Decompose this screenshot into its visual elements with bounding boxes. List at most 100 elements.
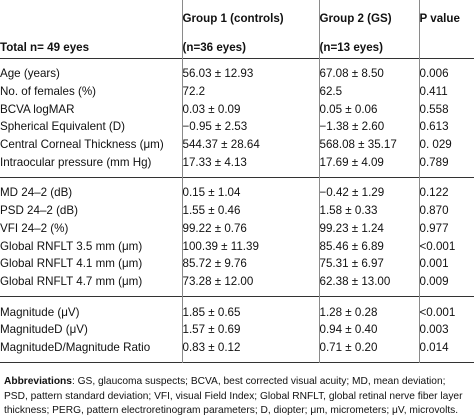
table-row: Global RNFLT 4.1 mm (μm) 85.72 ± 9.76 75.3… — [0, 254, 474, 273]
row-label: MagnitudeD (μV) — [0, 323, 88, 337]
table-row: MagnitudeD (μV) 1.57 ± 0.69 0.94 ± 0.40 0.0… — [0, 320, 474, 339]
p-value: 0. 029 — [418, 135, 474, 154]
header-group1-n: (n=36 eyes) — [181, 36, 319, 59]
p-value: 0.789 — [418, 153, 474, 172]
spacer-cell — [181, 296, 319, 304]
p-value: 0.001 — [418, 254, 474, 273]
group2-value: 568.08 ± 35.17 — [318, 135, 419, 154]
table-row: Central Corneal Thickness (μm) 544.37 ± 2… — [0, 135, 474, 154]
spacer-cell — [318, 296, 419, 304]
group1-value: 0.83 ± 0.12 — [181, 338, 319, 357]
group2-value: 75.31 ± 6.97 — [318, 254, 419, 273]
header-count-row: Total n= 49 eyes (n=36 eyes) (n=13 eyes) — [0, 36, 474, 59]
row-label: PSD 24–2 (dB) — [0, 204, 78, 218]
section-spacer — [0, 177, 474, 185]
group2-value: 0.05 ± 0.06 — [318, 100, 419, 119]
section-divider — [0, 356, 474, 363]
spacer-cell — [418, 290, 474, 297]
group2-value: 62.5 — [318, 82, 419, 101]
header-group1: Group 1 (controls) — [181, 0, 319, 36]
row-label: MagnitudeD/Magnitude Ratio — [0, 340, 151, 354]
table-row: Global RNFLT 4.7 mm (μm) 73.28 ± 12.00 62.… — [0, 272, 474, 291]
table-row: VFI 24–2 (%) 99.22 ± 0.76 99.23 ± 1.24 0.97… — [0, 219, 474, 238]
group1-value: −0.95 ± 2.53 — [181, 118, 319, 136]
spacer-cell — [318, 171, 419, 178]
row-label: BCVA logMAR — [0, 102, 75, 116]
table-row: Intraocular pressure (mm Hg) 17.33 ± 4.13… — [0, 153, 474, 172]
spacer-cell — [181, 58, 319, 65]
table-row: MD 24–2 (dB) 0.15 ± 1.04 −0.42 ± 1.29 0.122 — [0, 184, 474, 202]
table-row: PSD 24–2 (dB) 1.55 ± 0.46 1.58 ± 0.33 0.870 — [0, 201, 474, 220]
header-group2: Group 2 (GS) — [318, 0, 419, 36]
spacer-cell — [318, 356, 419, 363]
group2-value: 85.46 ± 6.89 — [318, 237, 419, 255]
spacer-cell — [318, 177, 419, 185]
group1-value: 17.33 ± 4.13 — [181, 153, 319, 172]
group2-value: 0.94 ± 0.40 — [318, 320, 419, 339]
group1-value: 56.03 ± 12.93 — [181, 65, 319, 83]
section-divider — [0, 290, 474, 297]
spacer-cell — [181, 171, 319, 178]
row-label: Global RNFLT 4.7 mm (μm) — [0, 274, 143, 288]
section-spacer — [0, 58, 474, 65]
row-label: MD 24–2 (dB) — [0, 186, 73, 200]
row-label: Global RNFLT 3.5 mm (μm) — [0, 239, 143, 253]
group1-value: 100.39 ± 11.39 — [181, 237, 319, 255]
header-total: Total n= 49 eyes — [0, 40, 90, 54]
table-row: Magnitude (μV) 1.85 ± 0.65 1.28 ± 0.28 <0.0… — [0, 303, 474, 321]
group2-value: 62.38 ± 13.00 — [318, 272, 419, 291]
p-value: <0.001 — [418, 237, 474, 255]
p-value: 0.014 — [418, 338, 474, 357]
row-label: No. of females (%) — [0, 85, 96, 99]
group1-value: 1.85 ± 0.65 — [181, 303, 319, 321]
group2-value: 67.08 ± 8.50 — [318, 65, 419, 83]
p-value: 0.003 — [418, 320, 474, 339]
data-table: Group 1 (controls) Group 2 (GS) P value … — [0, 0, 474, 363]
group1-value: 0.03 ± 0.09 — [181, 100, 319, 119]
group2-value: −0.42 ± 1.29 — [318, 184, 419, 202]
footnote-title: Abbreviations — [4, 376, 72, 387]
group2-value: 1.58 ± 0.33 — [318, 201, 419, 220]
table-body: Age (years) 56.03 ± 12.93 67.08 ± 8.50 0.00… — [0, 58, 474, 363]
group2-value: 99.23 ± 1.24 — [318, 219, 419, 238]
header-pvalue-empty — [418, 36, 474, 59]
group1-value: 1.57 ± 0.69 — [181, 320, 319, 339]
group1-value: 99.22 ± 0.76 — [181, 219, 319, 238]
row-label: Magnitude (μV) — [0, 305, 80, 319]
group2-value: 1.28 ± 0.28 — [318, 303, 419, 321]
p-value: 0.870 — [418, 201, 474, 220]
table-row: Spherical Equivalent (D) −0.95 ± 2.53 −1.3… — [0, 118, 474, 136]
group1-value: 72.2 — [181, 82, 319, 101]
group1-value: 0.15 ± 1.04 — [181, 184, 319, 202]
spacer-cell — [181, 356, 319, 363]
header-group2-n: (n=13 eyes) — [318, 36, 419, 59]
spacer-cell — [181, 290, 319, 297]
abbreviations-footnote: Abbreviations: GS, glaucoma suspects; BC… — [4, 375, 472, 419]
spacer-cell — [418, 177, 474, 185]
p-value: 0.613 — [418, 118, 474, 136]
group1-value: 544.37 ± 28.64 — [181, 135, 319, 154]
spacer-cell — [181, 177, 319, 185]
section-spacer — [0, 296, 474, 304]
table-row: MagnitudeD/Magnitude Ratio 0.83 ± 0.12 0.7… — [0, 338, 474, 357]
group1-value: 85.72 ± 9.76 — [181, 254, 319, 273]
group1-value: 1.55 ± 0.46 — [181, 201, 319, 220]
table-row: No. of females (%) 72.2 62.5 0.411 — [0, 82, 474, 101]
spacer-cell — [318, 58, 419, 65]
row-label: Intraocular pressure (mm Hg) — [0, 155, 152, 169]
group2-value: 0.71 ± 0.20 — [318, 338, 419, 357]
row-label: Central Corneal Thickness (μm) — [0, 138, 164, 152]
header-empty-cell — [0, 0, 182, 36]
group1-value: 73.28 ± 12.00 — [181, 272, 319, 291]
row-label: VFI 24–2 (%) — [0, 221, 69, 235]
p-value: 0.977 — [418, 219, 474, 238]
p-value: 0.411 — [418, 82, 474, 101]
row-label: Global RNFLT 4.1 mm (μm) — [0, 257, 143, 271]
spacer-cell — [418, 296, 474, 304]
p-value: <0.001 — [418, 303, 474, 321]
footnote-text: : GS, glaucoma suspects; BCVA, best corr… — [4, 376, 463, 416]
table-row: BCVA logMAR 0.03 ± 0.09 0.05 ± 0.06 0.558 — [0, 100, 474, 119]
table-row: Global RNFLT 3.5 mm (μm) 100.39 ± 11.39 85… — [0, 237, 474, 255]
group2-value: 17.69 ± 4.09 — [318, 153, 419, 172]
